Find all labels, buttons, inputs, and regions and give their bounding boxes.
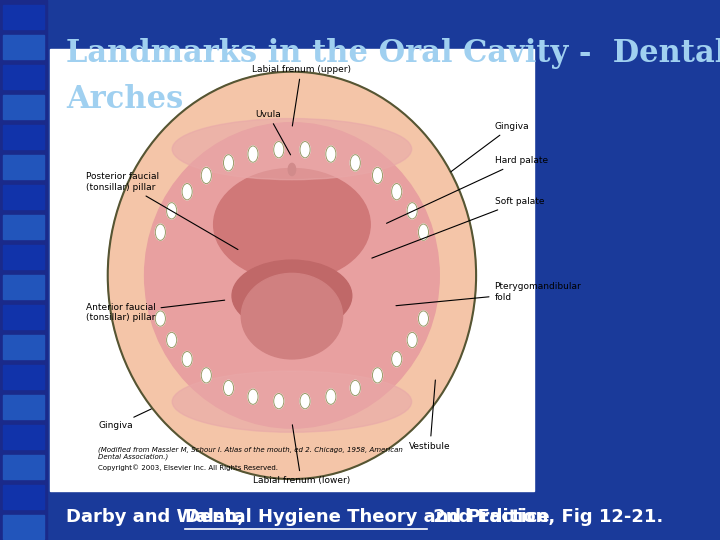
Ellipse shape [145,123,439,428]
Bar [329,371,376,392]
Ellipse shape [300,394,310,409]
Text: 2nd Edition, Fig 12-21.: 2nd Edition, Fig 12-21. [427,509,663,526]
Ellipse shape [407,332,418,348]
Ellipse shape [223,154,233,171]
Bar [0,0,47,540]
Ellipse shape [325,389,336,404]
Bar [3,485,44,509]
Ellipse shape [300,141,310,158]
Ellipse shape [172,371,412,432]
Ellipse shape [223,380,233,396]
Ellipse shape [418,224,428,240]
Ellipse shape [232,260,352,332]
Bar [3,395,44,419]
Ellipse shape [350,380,361,396]
Bar [3,305,44,329]
Bar [3,65,44,89]
Text: Labial frenum (upper): Labial frenum (upper) [251,65,351,126]
Ellipse shape [166,202,176,219]
Text: 9: 9 [330,369,348,393]
Bar [3,215,44,239]
Text: Landmarks in the Oral Cavity -  Dental: Landmarks in the Oral Cavity - Dental [66,38,720,69]
Ellipse shape [166,332,176,348]
Bar [3,515,44,539]
Bar [3,365,44,389]
Bar [3,245,44,269]
Text: (Modified from Massler M, Schour I. Atlas of the mouth, ed 2. Chicago, 1958, Ame: (Modified from Massler M, Schour I. Atla… [98,446,403,461]
Text: Labial frenum (lower): Labial frenum (lower) [253,425,350,485]
Ellipse shape [274,394,284,409]
Bar [3,95,44,119]
Ellipse shape [407,202,418,219]
Ellipse shape [241,273,343,359]
Text: Hard palate: Hard palate [387,157,548,224]
Bar [3,5,44,29]
Ellipse shape [418,311,428,326]
Text: Arches: Arches [66,84,184,114]
Text: Posterior faucial
(tonsillar) pillar: Posterior faucial (tonsillar) pillar [86,172,238,249]
Ellipse shape [325,146,336,162]
Bar [3,185,44,209]
Ellipse shape [202,368,212,383]
Text: Gingiva: Gingiva [451,122,529,172]
Ellipse shape [350,154,361,171]
Ellipse shape [214,168,370,280]
Ellipse shape [248,389,258,404]
Bar [329,279,376,300]
Ellipse shape [202,167,212,184]
Text: Gingiva: Gingiva [99,409,151,430]
Text: 7: 7 [330,277,348,301]
Ellipse shape [372,167,382,184]
Ellipse shape [392,352,402,367]
Text: Soft palate: Soft palate [372,197,544,258]
Text: Dental Hygiene Theory and Practice: Dental Hygiene Theory and Practice [184,509,549,526]
Ellipse shape [182,352,192,367]
Bar [3,455,44,479]
Ellipse shape [372,368,382,383]
Bar [50,49,534,491]
Text: Vestibule: Vestibule [409,380,451,450]
Ellipse shape [156,311,166,326]
Text: Darby and Walsh,: Darby and Walsh, [66,509,251,526]
Ellipse shape [288,164,296,176]
Text: Copyright© 2003, Elsevier Inc. All Rights Reserved.: Copyright© 2003, Elsevier Inc. All Right… [98,465,278,471]
Ellipse shape [108,72,476,479]
Bar [329,317,376,338]
Ellipse shape [156,224,166,240]
Ellipse shape [274,141,284,158]
Bar [3,35,44,59]
Text: Pterygomandibular
fold: Pterygomandibular fold [396,282,581,306]
Ellipse shape [248,146,258,162]
Text: 8: 8 [330,315,348,339]
Ellipse shape [172,119,412,180]
Bar [3,155,44,179]
Bar [3,425,44,449]
Ellipse shape [182,184,192,200]
Bar [3,125,44,149]
Ellipse shape [392,184,402,200]
Bar [3,275,44,299]
Text: Anterior faucial
(tonsillar) pillar: Anterior faucial (tonsillar) pillar [86,300,225,322]
Text: Uvula: Uvula [255,110,291,155]
Bar [3,335,44,359]
